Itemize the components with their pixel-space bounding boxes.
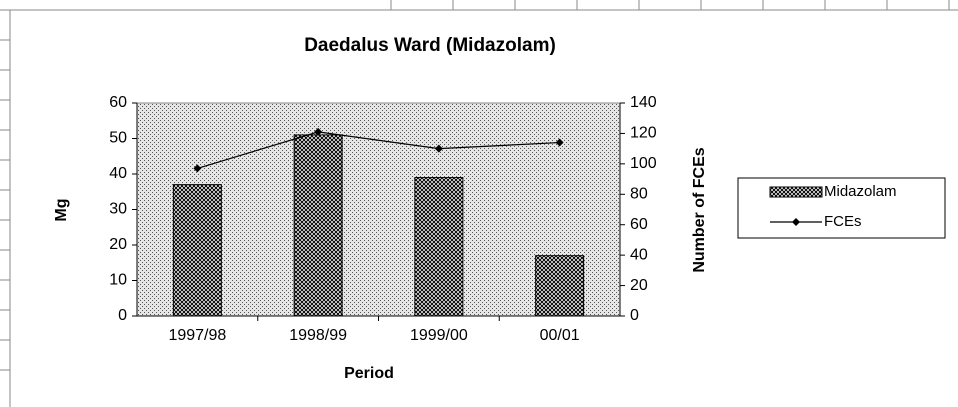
y2-tick-label: 60 [630, 216, 648, 233]
line-marker [434, 144, 443, 153]
line-marker [555, 138, 564, 147]
y-tick-label: 60 [109, 94, 127, 111]
y-tick-label: 40 [109, 165, 127, 182]
y2-tick-label: 0 [630, 307, 639, 324]
y2-axis-label: Number of FCEs [691, 147, 708, 272]
x-axis-label: Period [344, 365, 394, 382]
bar [293, 134, 343, 317]
y2-tick-label: 40 [630, 246, 648, 263]
x-tick-label: 1998/99 [289, 327, 347, 344]
legend-label: Midazolam [824, 183, 897, 200]
line-marker [314, 127, 323, 136]
legend-swatch [769, 186, 823, 198]
y2-tick-label: 140 [630, 94, 657, 111]
chart-title: Daedalus Ward (Midazolam) [304, 35, 556, 56]
y-tick-label: 30 [109, 201, 127, 218]
legend-label: FCEs [824, 213, 862, 230]
y-tick-label: 50 [109, 130, 127, 147]
x-tick-label: 1997/98 [168, 327, 226, 344]
y-tick-label: 10 [109, 272, 127, 289]
y2-tick-label: 100 [630, 155, 657, 172]
bar [414, 177, 464, 317]
y-tick-label: 20 [109, 236, 127, 253]
bar [535, 255, 585, 317]
x-tick-label: 1999/00 [410, 327, 468, 344]
y2-tick-label: 20 [630, 277, 648, 294]
x-tick-label: 00/01 [540, 327, 580, 344]
legend-marker [792, 218, 800, 226]
y2-tick-label: 80 [630, 186, 648, 203]
y-tick-label: 0 [118, 307, 127, 324]
bar [172, 184, 222, 317]
y2-tick-label: 120 [630, 125, 657, 142]
line [197, 131, 560, 169]
line-marker [193, 164, 202, 173]
y-axis-label: Mg [53, 198, 70, 221]
